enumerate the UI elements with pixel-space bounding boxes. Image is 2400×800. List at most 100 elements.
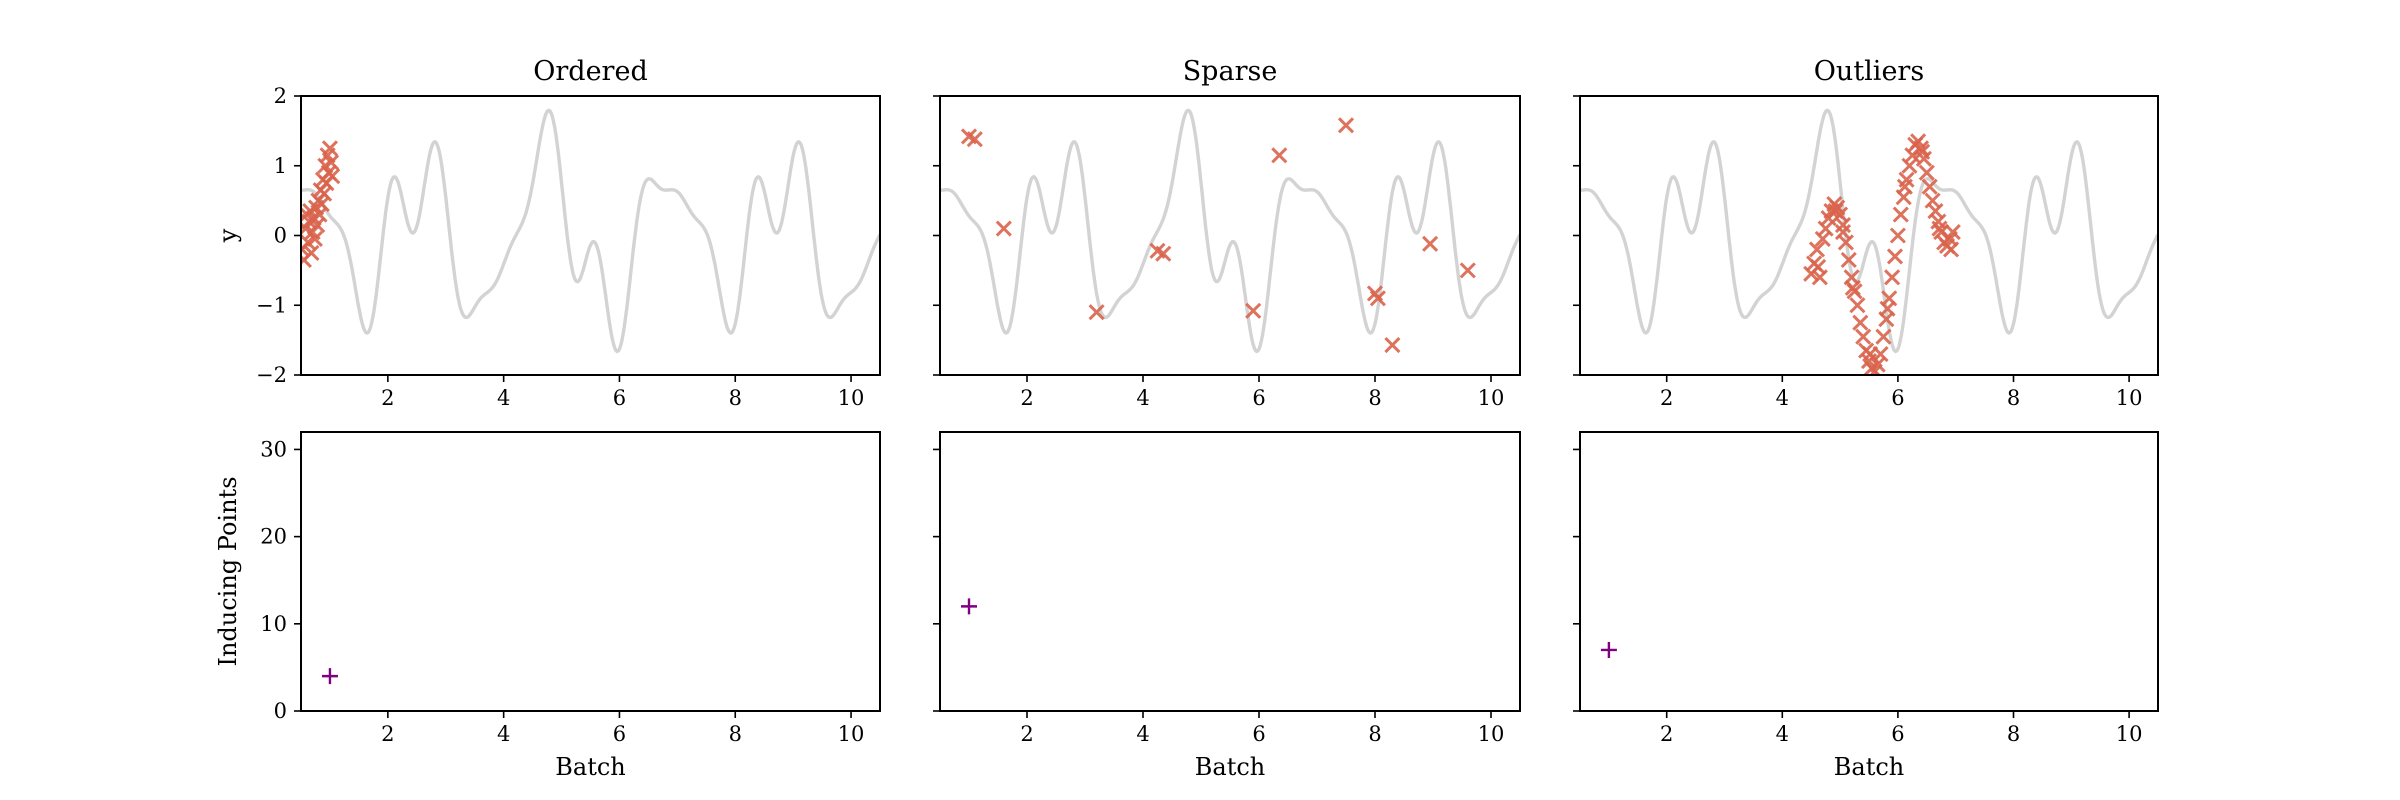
data-point-x-marker — [1901, 157, 1918, 174]
y-tick-label: 0 — [274, 699, 287, 723]
x-axis-label: Batch — [1195, 753, 1266, 781]
x-axis-label: Batch — [555, 753, 626, 781]
data-point-x-marker — [1808, 241, 1826, 258]
y-tick-label: 0 — [274, 224, 287, 248]
x-tick-label: 2 — [1660, 386, 1673, 410]
data-point-x-marker — [1817, 220, 1834, 237]
x-tick-label: 6 — [1252, 386, 1265, 410]
x-tick-label: 8 — [2007, 386, 2020, 410]
x-tick-label: 8 — [729, 722, 742, 746]
data-point-x-marker — [1892, 206, 1909, 223]
data-point-x-marker — [1918, 164, 1935, 181]
y-tick-label: −2 — [256, 363, 287, 387]
chart-title: Outliers — [1814, 56, 1924, 87]
data-point-x-marker — [1943, 241, 1960, 258]
data-point-x-marker — [1884, 269, 1901, 286]
y-tick-label: 20 — [260, 525, 287, 549]
axes-frame — [300, 431, 881, 712]
data-point-x-marker — [321, 140, 339, 157]
x-tick-label: 4 — [1776, 386, 1789, 410]
data-point-x-marker — [1834, 216, 1852, 234]
axes-frame — [1579, 95, 2159, 376]
data-point-x-marker — [303, 244, 320, 261]
data-point-x-marker — [1889, 227, 1906, 244]
data-point-x-marker — [1337, 117, 1355, 134]
x-tick-label: 10 — [1478, 722, 1505, 746]
x-tick-label: 10 — [838, 386, 865, 410]
data-point-x-marker — [966, 131, 983, 148]
x-tick-label: 2 — [381, 722, 394, 746]
data-point-x-marker — [1862, 346, 1879, 363]
true-function-line — [1580, 108, 2158, 354]
axes-frame — [939, 95, 1521, 376]
data-point-x-marker — [1271, 147, 1288, 164]
y-tick-label: −1 — [256, 293, 287, 317]
data-point-x-marker — [1840, 251, 1857, 268]
data-point-x-marker — [324, 168, 341, 185]
x-tick-label: 6 — [1891, 722, 1904, 746]
axes-frame — [1579, 431, 2159, 712]
data-point-x-marker — [1852, 314, 1869, 331]
data-point-x-marker — [1369, 290, 1386, 307]
data-point-x-marker — [1834, 223, 1852, 241]
data-point-x-marker — [1155, 245, 1172, 262]
axes-frame — [939, 431, 1521, 712]
x-tick-label: 8 — [729, 386, 742, 410]
y-tick-label: 1 — [274, 154, 287, 178]
x-tick-label: 2 — [1020, 386, 1033, 410]
data-point-x-marker — [1896, 178, 1913, 195]
x-axis-label: Batch — [1834, 753, 1905, 781]
x-tick-label: 10 — [2116, 386, 2143, 410]
data-point-x-marker — [1875, 328, 1892, 345]
data-point-x-marker — [306, 230, 323, 248]
data-point-x-marker — [1088, 304, 1105, 321]
y-tick-label: 10 — [260, 612, 287, 636]
data-point-x-marker — [323, 154, 340, 171]
data-point-x-marker — [1245, 302, 1262, 319]
data-point-x-marker — [1459, 262, 1476, 279]
data-point-x-marker — [1886, 248, 1904, 265]
data-point-x-marker — [1924, 192, 1941, 209]
chart-title: Ordered — [533, 56, 647, 87]
x-tick-label: 4 — [1776, 722, 1789, 746]
chart-title: Sparse — [1183, 56, 1278, 87]
data-point-x-marker — [1810, 258, 1827, 275]
data-point-x-marker — [1827, 203, 1844, 220]
x-tick-label: 8 — [1368, 722, 1381, 746]
true-function-line — [301, 108, 880, 354]
x-tick-label: 4 — [1136, 386, 1149, 410]
data-point-x-marker — [995, 220, 1012, 237]
true-function-line — [940, 108, 1520, 354]
data-point-x-marker — [1931, 220, 1948, 237]
data-point-x-marker — [1914, 143, 1931, 160]
data-point-x-marker — [1879, 300, 1896, 317]
x-tick-label: 8 — [2007, 722, 2020, 746]
x-tick-label: 4 — [497, 386, 510, 410]
data-point-x-marker — [1927, 203, 1944, 220]
x-tick-label: 4 — [497, 722, 510, 746]
data-point-x-marker — [1944, 223, 1961, 241]
x-tick-label: 2 — [1020, 722, 1033, 746]
x-tick-label: 10 — [1478, 386, 1505, 410]
x-tick-label: 10 — [838, 722, 865, 746]
x-tick-label: 2 — [381, 386, 394, 410]
axes-frame — [300, 95, 881, 376]
x-tick-label: 6 — [613, 386, 626, 410]
x-tick-label: 6 — [1891, 386, 1904, 410]
data-point-plus-marker — [961, 598, 977, 615]
data-point-x-marker — [1384, 336, 1401, 354]
x-tick-label: 8 — [1368, 386, 1381, 410]
y-tick-label: 2 — [274, 84, 287, 108]
data-point-x-marker — [1844, 279, 1861, 296]
x-tick-label: 6 — [1252, 722, 1265, 746]
y-axis-label: Inducing Points — [214, 476, 242, 666]
data-point-plus-marker — [1600, 641, 1617, 658]
data-point-x-marker — [1921, 178, 1938, 195]
data-point-x-marker — [1849, 297, 1866, 314]
data-point-plus-marker — [321, 668, 338, 685]
data-point-x-marker — [1422, 235, 1439, 252]
x-tick-label: 6 — [613, 722, 626, 746]
x-tick-label: 2 — [1660, 722, 1673, 746]
data-point-x-marker — [1855, 328, 1872, 345]
